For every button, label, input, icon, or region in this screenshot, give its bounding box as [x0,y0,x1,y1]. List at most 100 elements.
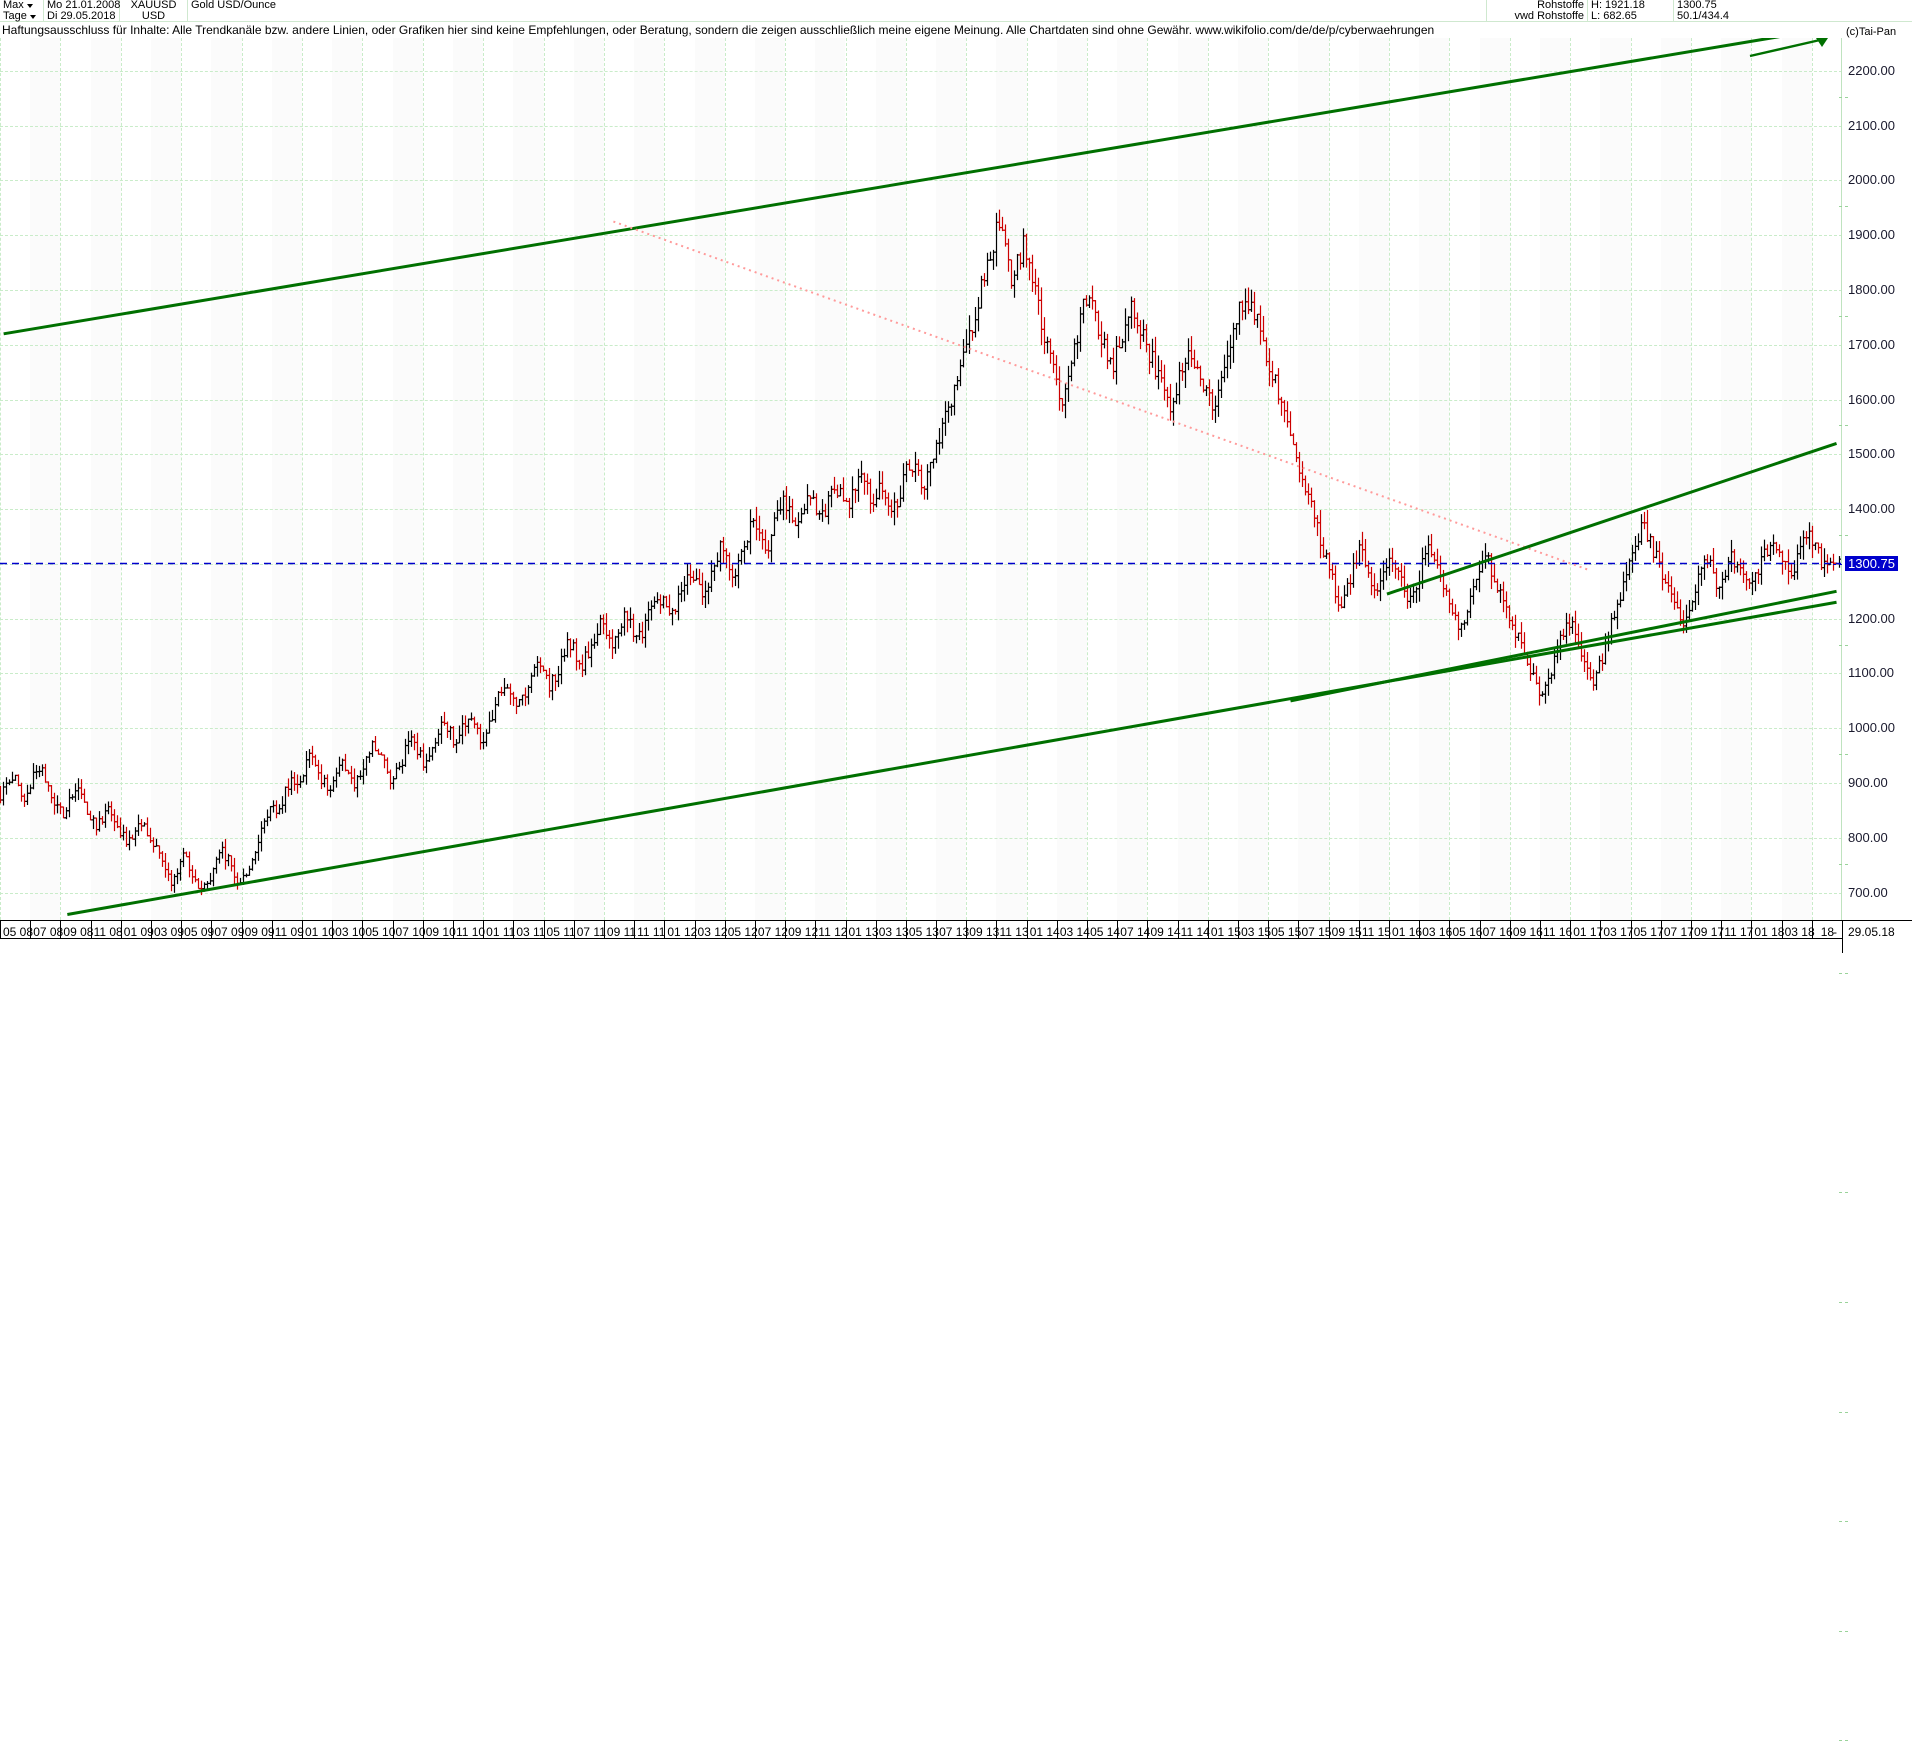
price-tick-label: 800.00 [1839,831,1888,1632]
change-readout: 50.1/434.4 [1674,11,1912,22]
chevron-down-icon [26,3,33,8]
time-tick-separator [875,921,877,938]
provider-label: vwd Rohstoffe [1514,10,1584,22]
time-tick-label: 18 [1820,925,1835,939]
time-tick-separator [754,921,756,938]
time-tick-label: 09 16 [1512,925,1543,939]
time-tick-label: 09 15 [1331,925,1362,939]
vertical-gridline [1691,38,1693,920]
time-tick-label: 11 16 [1543,925,1573,939]
vertical-gridline [181,38,183,920]
time-tick-label: 05 08 [3,925,34,939]
price-tick-mark [1839,1521,1848,1523]
time-tick-separator [1811,921,1813,938]
time-tick-label: 03 13 [878,925,909,939]
price-tick-label: 700.00 [1839,886,1888,1741]
time-tick-separator [1751,921,1753,938]
time-tick-separator [1449,921,1451,938]
alternating-period-band [1419,38,1450,920]
vertical-gridline [1328,38,1330,920]
date-to-field[interactable]: Di 29.05.2018 [44,11,120,22]
time-tick-separator [603,921,605,938]
period-selector[interactable]: Max [0,0,44,11]
time-tick-label: 01 12 [667,925,698,939]
descending-resistance-line [613,220,1588,571]
time-tick-separator [1147,921,1149,938]
interval-selector[interactable]: Tage [0,11,44,22]
time-tick-label: 09 17 [1694,925,1725,939]
time-tick-label: 07 17 [1663,925,1694,939]
time-tick-label: 09 08 [63,925,94,939]
ascending-support-line [1386,441,1838,596]
time-tick-label: 07 11 [576,925,606,939]
vertical-gridline [120,38,122,920]
time-tick-separator [1419,921,1421,938]
time-axis-separator [1842,921,1843,953]
time-tick-separator [392,921,394,938]
alternating-period-band [996,38,1027,920]
alternating-period-band [936,38,967,920]
horizontal-gridline [0,454,1842,456]
price-tick-mark [1839,425,1848,427]
price-tick-mark [1839,1630,1848,1632]
time-tick-separator [120,921,122,938]
time-tick-label: 03 10 [335,925,366,939]
price-tick-label: 1700.00 [1839,338,1895,646]
price-tick-label: 2200.00 [1839,64,1895,98]
vertical-gridline [1509,38,1511,920]
horizontal-gridline [0,344,1842,346]
currency-field[interactable]: USD [120,11,188,22]
last-price-readout: 1300.75 [1674,0,1912,11]
vertical-gridline [966,38,968,920]
price-axis[interactable]: 2200.00 2100.00 2000.00 1900.00 1800.00 1700.… [1833,38,1912,1741]
time-tick-label: 07 15 [1301,925,1332,939]
time-tick-separator [785,921,787,938]
time-tick-separator [1298,921,1300,938]
time-tick-label: 07 13 [939,925,970,939]
copyright-label: (c)Tai-Pan [1846,26,1897,38]
time-tick-label: 03 17 [1603,925,1634,939]
time-tick-separator [845,921,847,938]
ascending-support-line-2 [1290,589,1837,703]
time-tick-separator [996,921,998,938]
price-tick-mark [1839,644,1848,646]
price-tick-mark [1839,1411,1848,1413]
horizontal-gridline [0,563,1842,565]
time-axis[interactable]: - 29.05.18 05 08 07 08 09 08 11 08 01 09 03 0… [0,920,1912,953]
alternating-period-band [573,38,604,920]
date-from-field[interactable]: Mo 21.01.2008 [44,0,120,11]
time-tick-separator [664,921,666,938]
ohlc-bar-series [0,209,1842,896]
vertical-gridline [483,38,485,920]
vertical-gridline [60,38,62,920]
time-tick-label: 11 09 [274,925,304,939]
price-tick-mark [1839,863,1848,865]
instrument-name-label: Gold USD/Ounce [191,0,276,11]
time-tick-label: 09 11 [606,925,637,939]
symbol-field[interactable]: XAUUSD [120,0,188,11]
low-readout: L: 682.65 [1588,11,1674,22]
vertical-gridline [1449,38,1451,920]
time-tick-separator [1026,921,1028,938]
price-tick-label: 1500.00 [1839,447,1895,865]
time-tick-label: 01 13 [848,925,879,939]
price-tick-label: 1900.00 [1839,228,1895,427]
current-price-tick [1833,563,1842,565]
time-tick-label: 09 09 [244,925,275,939]
vertical-gridline [1570,38,1572,920]
horizontal-gridline [0,399,1842,401]
time-tick-separator [1268,921,1270,938]
alternating-period-band [1056,38,1088,920]
time-tick-label: 01 11 [486,925,516,939]
time-tick-label: 11 15 [1361,925,1391,939]
time-tick-separator [271,921,273,938]
alternating-period-band [1540,38,1571,920]
time-tick-separator [301,921,303,938]
price-tick-mark [1839,754,1848,756]
time-tick-separator [30,921,32,938]
alternating-period-band [392,38,423,920]
chart-plot-area[interactable] [0,38,1842,920]
time-tick-separator [1660,921,1662,938]
trend-up-arrow [1816,38,1828,47]
